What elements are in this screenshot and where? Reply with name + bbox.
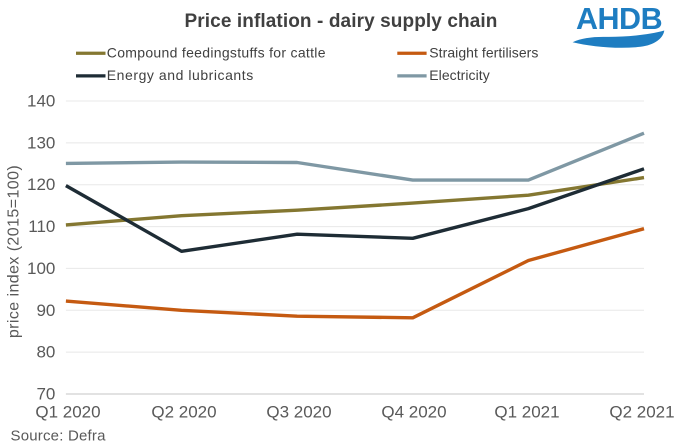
svg-text:Q1 2021: Q1 2021 xyxy=(494,403,559,422)
svg-text:Price inflation - dairy supply: Price inflation - dairy supply chain xyxy=(185,11,498,32)
svg-text:Compound feedingstuffs for cat: Compound feedingstuffs for cattle xyxy=(107,45,326,61)
svg-text:100: 100 xyxy=(27,259,55,278)
svg-text:120: 120 xyxy=(27,175,55,194)
svg-text:price index (2015=100): price index (2015=100) xyxy=(6,165,23,338)
svg-text:70: 70 xyxy=(36,385,55,404)
svg-text:Electricity: Electricity xyxy=(429,67,489,83)
svg-text:Q2 2020: Q2 2020 xyxy=(151,403,216,422)
svg-text:110: 110 xyxy=(28,217,55,236)
svg-text:Q1 2020: Q1 2020 xyxy=(35,403,100,422)
svg-text:140: 140 xyxy=(27,92,55,111)
svg-text:Source: Defra: Source: Defra xyxy=(11,428,107,445)
svg-text:90: 90 xyxy=(36,301,55,320)
svg-text:Energy and lubricants: Energy and lubricants xyxy=(107,67,254,83)
svg-text:Q4 2020: Q4 2020 xyxy=(381,403,446,422)
svg-text:Q2 2021: Q2 2021 xyxy=(609,403,674,422)
svg-text:80: 80 xyxy=(36,343,55,362)
svg-text:AHDB: AHDB xyxy=(576,2,662,36)
svg-text:Straight fertilisers: Straight fertilisers xyxy=(429,45,538,61)
svg-text:Q3 2020: Q3 2020 xyxy=(266,403,331,422)
svg-text:130: 130 xyxy=(27,133,55,152)
